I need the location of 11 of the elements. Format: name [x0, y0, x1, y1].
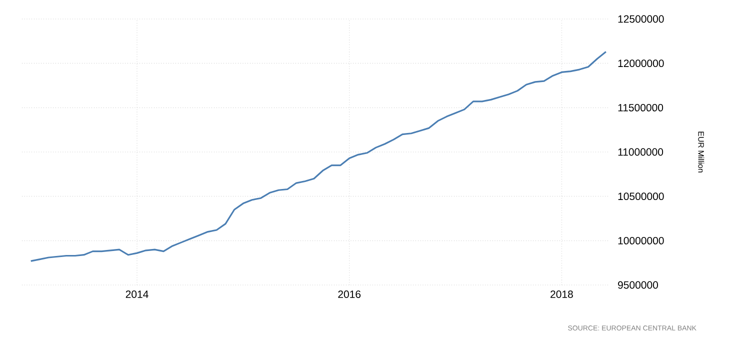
y-tick-label: 11500000 [618, 104, 664, 112]
x-tick-label: 2014 [126, 290, 148, 298]
y-tick-label: 12000000 [618, 60, 664, 68]
y-axis-title: EUR Million [698, 132, 704, 172]
y-tick-label: 9500000 [618, 281, 658, 289]
y-tick-label: 10000000 [618, 236, 664, 244]
y-tick-label: 10500000 [618, 192, 664, 200]
y-tick-label: 11000000 [618, 148, 664, 156]
x-tick-label: 2018 [550, 290, 573, 298]
x-tick-label: 2016 [338, 290, 361, 298]
y-tick-label: 12500000 [618, 15, 664, 23]
